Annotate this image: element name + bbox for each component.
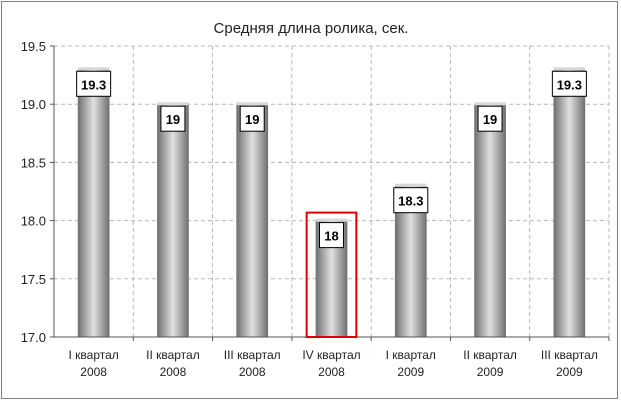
x-tick-label: 2009 xyxy=(477,365,504,379)
chart-title: Средняя длина ролика, сек. xyxy=(214,20,409,37)
x-tick-label: 2008 xyxy=(160,365,187,379)
data-label: 19 xyxy=(483,112,497,127)
data-label-box xyxy=(551,70,587,97)
data-label: 19 xyxy=(166,112,180,127)
data-label: 18.3 xyxy=(398,194,423,209)
x-tick-label: II квартал xyxy=(146,348,200,362)
data-label: 19.3 xyxy=(557,77,582,92)
gridlines xyxy=(54,45,610,337)
y-tick-label: 18.5 xyxy=(21,155,46,170)
bar xyxy=(157,104,189,337)
bar xyxy=(236,104,269,337)
highlight-box xyxy=(305,211,358,339)
bar-cap xyxy=(474,102,506,106)
x-tick-label: 2008 xyxy=(239,365,266,379)
bar-cap xyxy=(315,218,348,222)
y-tick-label: 19.0 xyxy=(21,97,46,112)
y-tick-label: 17.5 xyxy=(21,272,46,287)
data-label-box xyxy=(393,187,429,214)
data-label-box xyxy=(160,105,186,132)
data-label: 19.3 xyxy=(81,77,106,92)
bar xyxy=(474,104,506,337)
x-tick-label: 2009 xyxy=(397,365,424,379)
y-tick-label: 18.0 xyxy=(21,214,46,229)
data-label: 19 xyxy=(245,112,259,127)
bars xyxy=(77,67,586,337)
bar xyxy=(553,69,586,337)
x-tick-label: III квартал xyxy=(541,348,598,362)
bar-cap xyxy=(77,67,110,71)
y-tick-label: 19.5 xyxy=(21,39,46,54)
data-label: 18 xyxy=(324,229,338,244)
x-tick-label: IV квартал xyxy=(302,348,360,362)
x-tick-label: II квартал xyxy=(463,348,517,362)
bar-cap xyxy=(236,102,269,106)
x-tick-label: I квартал xyxy=(386,348,436,362)
x-tick-label: 2009 xyxy=(556,365,583,379)
bar-cap xyxy=(157,102,189,106)
x-tick-label: III квартал xyxy=(224,348,281,362)
data-label-box xyxy=(76,70,112,97)
data-labels: 19.3 19 19 18 18.3 19 19.3 xyxy=(76,70,587,339)
bar xyxy=(77,69,110,337)
x-tick-label: 2008 xyxy=(80,365,107,379)
bar-cap xyxy=(553,67,586,71)
bar-cap xyxy=(394,183,427,187)
y-tick-label: 17.0 xyxy=(21,330,46,345)
axes: 17.0 17.5 18.0 18.5 19.0 19.5 I квартал 2008 II … xyxy=(21,39,610,379)
data-label-box xyxy=(239,105,265,132)
x-tick-label: I квартал xyxy=(69,348,119,362)
data-label-box xyxy=(477,105,503,132)
data-label-box xyxy=(319,222,344,249)
x-tick-label: 2008 xyxy=(318,365,345,379)
